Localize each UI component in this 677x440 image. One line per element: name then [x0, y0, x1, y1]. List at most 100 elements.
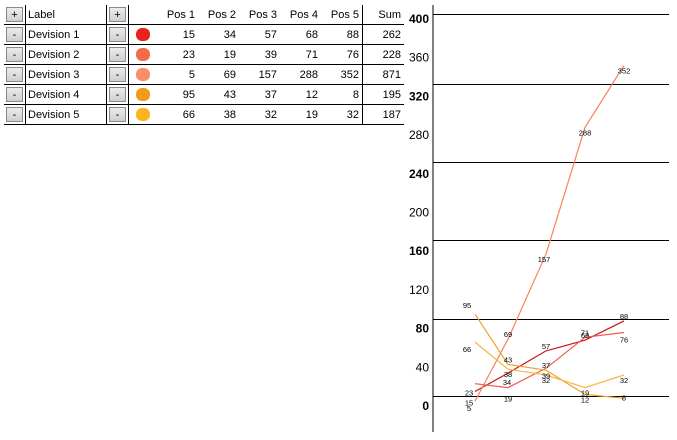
y-tick-label: 360 [409, 51, 429, 65]
data-label: 23 [465, 389, 473, 398]
data-label: 76 [620, 335, 628, 344]
y-tick-label: 0 [422, 399, 429, 413]
column-header-pos-1: Pos 1 [157, 5, 198, 25]
sum-header: Sum [362, 5, 404, 25]
remove-row-button[interactable]: - [109, 27, 126, 42]
remove-row-alt-cell: - [106, 24, 129, 45]
value-cell[interactable]: 66 [157, 104, 198, 125]
value-cell[interactable]: 12 [280, 84, 321, 105]
table-row: - Devision 1- 15 34 57 68 88 262 [4, 24, 404, 45]
color-swatch[interactable] [136, 68, 150, 81]
data-label: 37 [542, 361, 550, 370]
remove-row-cell: - [4, 44, 26, 65]
row-label[interactable]: Devision 2 [25, 44, 107, 65]
sum-cell: 228 [362, 44, 404, 65]
value-cell[interactable]: 88 [321, 24, 363, 45]
value-cell[interactable]: 8 [321, 84, 363, 105]
remove-row-button[interactable]: - [109, 47, 126, 62]
value-cell[interactable]: 43 [198, 84, 239, 105]
color-swatch[interactable] [136, 48, 150, 61]
remove-row-button[interactable]: - [6, 87, 23, 102]
table-row: - Devision 4- 95 43 37 12 8 195 [4, 84, 404, 105]
sum-cell: 871 [362, 64, 404, 85]
value-cell[interactable]: 32 [239, 104, 280, 125]
add-row-button[interactable]: + [6, 7, 23, 22]
value-cell[interactable]: 95 [157, 84, 198, 105]
color-cell [128, 84, 157, 105]
remove-row-button[interactable]: - [6, 67, 23, 82]
series-line [474, 320, 625, 393]
remove-row-button[interactable]: - [109, 87, 126, 102]
data-label: 12 [581, 395, 589, 404]
row-label[interactable]: Devision 1 [25, 24, 107, 45]
value-cell[interactable]: 157 [239, 64, 280, 85]
remove-row-alt-cell: - [106, 44, 129, 65]
data-label: 15 [465, 398, 473, 407]
value-cell[interactable]: 19 [198, 44, 239, 65]
table-row: - Devision 3- 5 69 157 288 352 871 [4, 64, 404, 85]
color-header [128, 5, 157, 25]
data-label: 68 [581, 331, 589, 340]
value-cell[interactable]: 71 [280, 44, 321, 65]
row-label[interactable]: Devision 3 [25, 64, 107, 85]
color-cell [128, 104, 157, 125]
add-row-cell: + [4, 5, 26, 25]
value-cell[interactable]: 288 [280, 64, 321, 85]
data-label: 8 [622, 393, 626, 402]
value-cell[interactable]: 34 [198, 24, 239, 45]
data-label: 5 [467, 404, 471, 413]
sum-cell: 195 [362, 84, 404, 105]
add-column-cell: + [106, 5, 129, 25]
remove-row-cell: - [4, 84, 26, 105]
value-cell[interactable]: 19 [280, 104, 321, 125]
series-line [474, 331, 625, 389]
remove-row-button[interactable]: - [109, 107, 126, 122]
value-cell[interactable]: 15 [157, 24, 198, 45]
y-tick-label: 80 [416, 322, 430, 336]
value-cell[interactable]: 69 [198, 64, 239, 85]
table-header-row: + Label + Pos 1 Pos 2 Pos 3 Pos 4 Pos 5 … [4, 5, 404, 25]
data-label: 32 [620, 376, 628, 385]
value-cell[interactable]: 32 [321, 104, 363, 125]
y-tick-label: 120 [409, 283, 429, 297]
data-label: 43 [504, 355, 512, 364]
data-label: 39 [542, 371, 550, 380]
value-cell[interactable]: 37 [239, 84, 280, 105]
color-cell [128, 24, 157, 45]
color-swatch[interactable] [136, 88, 150, 101]
y-tick-label: 280 [409, 128, 429, 142]
label-header: Label [25, 5, 107, 25]
remove-row-cell: - [4, 104, 26, 125]
column-header-pos-5: Pos 5 [321, 5, 363, 25]
color-swatch[interactable] [136, 108, 150, 121]
remove-row-button[interactable]: - [109, 67, 126, 82]
y-tick-label: 320 [409, 89, 429, 103]
value-cell[interactable]: 23 [157, 44, 198, 65]
value-cell[interactable]: 68 [280, 24, 321, 45]
value-cell[interactable]: 352 [321, 64, 363, 85]
data-label: 71 [581, 328, 589, 337]
data-label: 95 [463, 301, 471, 310]
remove-row-button[interactable]: - [6, 107, 23, 122]
value-cell[interactable]: 57 [239, 24, 280, 45]
y-tick-label: 40 [416, 360, 430, 374]
value-cell[interactable]: 38 [198, 104, 239, 125]
value-cell[interactable]: 39 [239, 44, 280, 65]
row-label[interactable]: Devision 5 [25, 104, 107, 125]
y-tick-label: 400 [409, 12, 429, 26]
add-column-button[interactable]: + [109, 7, 126, 22]
color-cell [128, 64, 157, 85]
remove-row-button[interactable]: - [6, 27, 23, 42]
row-label[interactable]: Devision 4 [25, 84, 107, 105]
table-row: - Devision 2- 23 19 39 71 76 228 [4, 44, 404, 65]
value-cell[interactable]: 5 [157, 64, 198, 85]
column-header-pos-2: Pos 2 [198, 5, 239, 25]
remove-row-alt-cell: - [106, 84, 129, 105]
data-label: 57 [542, 342, 550, 351]
table-row: - Devision 5-66 38 32 19 32 187 [4, 104, 404, 125]
color-cell [128, 44, 157, 65]
value-cell[interactable]: 76 [321, 44, 363, 65]
remove-row-button[interactable]: - [6, 47, 23, 62]
color-swatch[interactable] [136, 28, 150, 41]
